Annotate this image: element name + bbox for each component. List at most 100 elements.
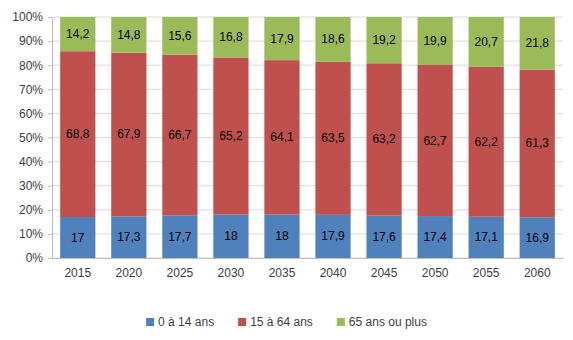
y-tick: 50% [19, 131, 52, 145]
y-tick-mark [48, 89, 52, 90]
data-label: 14,8 [117, 28, 141, 42]
legend-item: 0 à 14 ans [146, 315, 214, 329]
bar [264, 215, 299, 258]
bar [366, 17, 401, 63]
x-tick: 2015 [64, 258, 91, 280]
x-tick-label: 2055 [473, 266, 500, 280]
legend-swatch [146, 318, 154, 326]
y-tick: 90% [19, 34, 52, 48]
x-tick: 2040 [320, 258, 347, 280]
bar [469, 17, 504, 67]
y-tick-label: 10% [19, 227, 43, 241]
data-label: 18 [224, 229, 238, 243]
y-tick-label: 30% [19, 179, 43, 193]
legend: 0 à 14 ans 15 à 64 ans 65 ans ou plus [146, 315, 427, 329]
legend-label: 65 ans ou plus [349, 315, 427, 329]
x-tick-label: 2015 [64, 266, 91, 280]
data-label: 67,9 [117, 127, 141, 141]
x-tick: 2025 [167, 258, 194, 280]
bar [111, 216, 146, 258]
data-label: 63,2 [372, 132, 396, 146]
x-tick: 2020 [115, 258, 142, 280]
bar [213, 57, 248, 214]
bar [60, 17, 95, 51]
x-tick: 2055 [473, 258, 500, 280]
x-tick-label: 2040 [320, 266, 347, 280]
data-label: 68,8 [66, 127, 90, 141]
y-tick-label: 70% [19, 83, 43, 97]
x-tick: 2050 [422, 258, 449, 280]
data-label: 16,9 [526, 231, 550, 245]
x-tick: 2045 [371, 258, 398, 280]
data-label: 17,9 [270, 32, 294, 46]
bar [60, 217, 95, 258]
data-label: 17,9 [321, 229, 345, 243]
y-tick-label: 100% [12, 10, 43, 24]
data-label: 66,7 [168, 128, 192, 142]
x-tick-label: 2025 [167, 266, 194, 280]
bar [315, 62, 350, 215]
bar [111, 17, 146, 53]
data-label: 21,8 [526, 36, 550, 50]
x-axis-line [53, 258, 564, 259]
legend-item: 65 ans ou plus [337, 315, 427, 329]
bar [418, 216, 453, 258]
y-tick-mark [48, 113, 52, 114]
y-tick: 20% [19, 203, 52, 217]
bars [60, 17, 555, 258]
data-label: 18 [275, 229, 289, 243]
plot: 0%10%20%30%40%50%60%70%80%90%100%1717,31… [12, 10, 563, 279]
bar [520, 217, 555, 258]
data-label: 16,8 [219, 30, 243, 44]
chart: 0%10%20%30%40%50%60%70%80%90%100%1717,31… [0, 0, 573, 340]
legend-item: 15 à 64 ans [238, 315, 313, 329]
y-axis: 0%10%20%30%40%50%60%70%80%90%100% [12, 10, 52, 265]
y-axis-line [48, 18, 53, 259]
y-tick: 70% [19, 83, 52, 97]
data-label: 17,6 [372, 230, 396, 244]
grid [52, 17, 563, 258]
data-label: 63,5 [321, 131, 345, 145]
bar [418, 17, 453, 65]
y-tick-label: 0% [26, 251, 44, 265]
data-label: 64,1 [270, 130, 294, 144]
legend-label: 0 à 14 ans [158, 315, 214, 329]
bar [162, 17, 197, 55]
y-tick-mark [48, 17, 52, 18]
y-tick-label: 90% [19, 34, 43, 48]
x-tick-label: 2060 [524, 266, 551, 280]
data-labels: 1717,317,7181817,917,617,417,116,968,867… [66, 27, 549, 245]
bar [315, 17, 350, 62]
x-tick-label: 2045 [371, 266, 398, 280]
bar [162, 55, 197, 216]
y-tick-mark [48, 138, 52, 139]
y-tick: 100% [12, 10, 52, 24]
y-tick-label: 40% [19, 155, 43, 169]
data-label: 62,2 [474, 135, 498, 149]
bar [264, 60, 299, 214]
y-tick-label: 80% [19, 59, 43, 73]
x-tick: 2060 [524, 258, 551, 280]
bar [264, 17, 299, 60]
data-label: 20,7 [474, 35, 498, 49]
data-label: 17 [71, 231, 85, 245]
bar [469, 217, 504, 258]
data-label: 14,2 [66, 27, 90, 41]
data-label: 18,6 [321, 32, 345, 46]
y-tick-mark [48, 65, 52, 66]
bar [111, 53, 146, 217]
data-label: 61,3 [526, 136, 550, 150]
x-tick-label: 2050 [422, 266, 449, 280]
data-label: 17,7 [168, 230, 192, 244]
data-label: 17,1 [474, 230, 498, 244]
data-label: 15,6 [168, 29, 192, 43]
y-tick-label: 20% [19, 203, 43, 217]
bar [469, 67, 504, 217]
x-tick: 2030 [218, 258, 245, 280]
x-tick-label: 2030 [218, 266, 245, 280]
x-axis: 2015202020252030203520402045205020552060 [53, 258, 564, 280]
bar [315, 215, 350, 258]
data-label: 19,2 [372, 33, 396, 47]
y-tick-mark [48, 162, 52, 163]
y-tick-mark [48, 41, 52, 42]
